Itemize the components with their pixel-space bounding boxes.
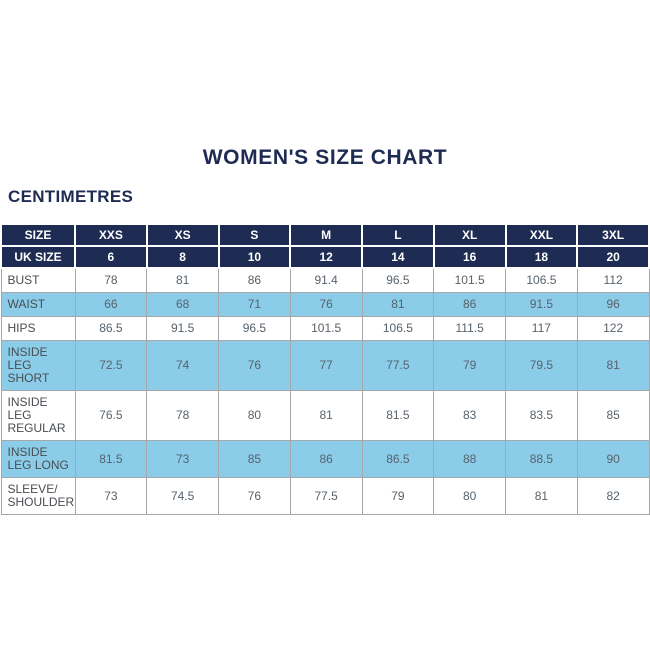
size-chart-table: SIZE XXS XS S M L XL XXL 3XL UK SIZE 6 8 10 12 14 16 18 2… — [0, 223, 650, 515]
value-cell: 76 — [289, 292, 363, 317]
value-cell: 101.5 — [433, 267, 506, 293]
value-cell: 111.5 — [433, 316, 506, 341]
value-cell: 76.5 — [74, 390, 148, 441]
value-cell: 79 — [433, 340, 506, 391]
table-row: WAIST 66 68 71 76 81 86 91.5 96 — [0, 292, 650, 317]
value-cell: 91.5 — [146, 316, 219, 341]
value-cell: 73 — [74, 477, 148, 515]
value-cell: 74.5 — [146, 477, 219, 515]
value-cell: 96.5 — [361, 267, 435, 293]
value-cell: 76 — [218, 477, 291, 515]
page-title: WOMEN'S SIZE CHART — [202, 146, 448, 169]
header-cell: 12 — [289, 245, 363, 269]
value-cell: 86 — [218, 267, 291, 293]
value-cell: 81 — [146, 267, 219, 293]
header-cell: 16 — [432, 245, 507, 269]
value-cell: 77.5 — [289, 477, 363, 515]
header-row: SIZE XXS XS S M L XL XXL 3XL — [0, 223, 650, 247]
value-cell: 81 — [289, 390, 363, 441]
header-row: UK SIZE 6 8 10 12 14 16 18 20 — [0, 245, 650, 269]
value-cell: 81.5 — [74, 440, 148, 478]
header-cell: XS — [145, 223, 220, 247]
value-cell: 86.5 — [74, 316, 148, 341]
header-cell: 10 — [217, 245, 292, 269]
value-cell: 86.5 — [361, 440, 435, 478]
table-row: HIPS 86.5 91.5 96.5 101.5 106.5 111.5 117 122 — [0, 316, 650, 341]
value-cell: 101.5 — [289, 316, 363, 341]
value-cell: 66 — [74, 292, 148, 317]
value-cell: 106.5 — [505, 267, 578, 293]
header-cell: XXS — [74, 223, 148, 247]
value-cell: 90 — [576, 440, 650, 478]
value-cell: 96 — [576, 292, 650, 317]
value-cell: 73 — [146, 440, 219, 478]
value-cell: 117 — [505, 316, 578, 341]
value-cell: 68 — [146, 292, 219, 317]
value-cell: 112 — [576, 267, 650, 293]
value-cell: 85 — [218, 440, 291, 478]
header-cell: 14 — [361, 245, 435, 269]
value-cell: 81.5 — [361, 390, 435, 441]
value-cell: 82 — [576, 477, 650, 515]
value-cell: 91.4 — [289, 267, 363, 293]
value-cell: 88 — [433, 440, 506, 478]
header-cell: 8 — [145, 245, 220, 269]
value-cell: 81 — [576, 340, 650, 391]
value-cell: 96.5 — [218, 316, 291, 341]
header-cell: XL — [432, 223, 507, 247]
value-cell: 83.5 — [505, 390, 578, 441]
header-cell: L — [361, 223, 435, 247]
row-label: INSIDE LEG REGULAR — [0, 390, 76, 441]
value-cell: 79 — [361, 477, 435, 515]
row-label: INSIDE LEG SHORT — [0, 340, 76, 391]
value-cell: 80 — [218, 390, 291, 441]
unit-label: CENTIMETRES — [8, 187, 134, 206]
row-label: HIPS — [0, 316, 76, 341]
value-cell: 79.5 — [505, 340, 578, 391]
table-header: SIZE XXS XS S M L XL XXL 3XL UK SIZE 6 8 10 12 14 16 18 2… — [0, 223, 650, 269]
value-cell: 78 — [146, 390, 219, 441]
value-cell: 80 — [433, 477, 506, 515]
value-cell: 77 — [289, 340, 363, 391]
value-cell: 83 — [433, 390, 506, 441]
row-label: BUST — [0, 267, 76, 293]
value-cell: 78 — [74, 267, 148, 293]
header-cell: M — [289, 223, 363, 247]
table-row: INSIDE LEG LONG 81.5 73 85 86 86.5 88 88.5 90 — [0, 440, 650, 478]
row-label: INSIDE LEG LONG — [0, 440, 76, 478]
value-cell: 106.5 — [361, 316, 435, 341]
value-cell: 76 — [218, 340, 291, 391]
header-row-label: UK SIZE — [0, 245, 76, 269]
value-cell: 85 — [576, 390, 650, 441]
value-cell: 81 — [505, 477, 578, 515]
row-label: WAIST — [0, 292, 76, 317]
header-cell: 6 — [74, 245, 148, 269]
value-cell: 122 — [576, 316, 650, 341]
table-body: BUST 78 81 86 91.4 96.5 101.5 106.5 112 WAIST 66 68… — [0, 267, 650, 515]
table-row: INSIDE LEG SHORT 72.5 74 76 77 77.5 79 79.5 81 — [0, 340, 650, 391]
header-cell: XXL — [504, 223, 579, 247]
value-cell: 71 — [218, 292, 291, 317]
table-row: SLEEVE/ SHOULDER 73 74.5 76 77.5 79 80 81 82 — [0, 477, 650, 515]
value-cell: 77.5 — [361, 340, 435, 391]
table-row: INSIDE LEG REGULAR 76.5 78 80 81 81.5 83 83.5 85 — [0, 390, 650, 441]
value-cell: 74 — [146, 340, 219, 391]
row-label: SLEEVE/ SHOULDER — [0, 477, 76, 515]
value-cell: 72.5 — [74, 340, 148, 391]
header-row-label: SIZE — [0, 223, 76, 247]
header-cell: 20 — [576, 245, 650, 269]
value-cell: 88.5 — [505, 440, 578, 478]
value-cell: 86 — [289, 440, 363, 478]
header-cell: S — [217, 223, 292, 247]
value-cell: 91.5 — [505, 292, 578, 317]
header-cell: 18 — [504, 245, 579, 269]
header-cell: 3XL — [576, 223, 650, 247]
table-row: BUST 78 81 86 91.4 96.5 101.5 106.5 112 — [0, 267, 650, 293]
value-cell: 86 — [433, 292, 506, 317]
value-cell: 81 — [361, 292, 435, 317]
